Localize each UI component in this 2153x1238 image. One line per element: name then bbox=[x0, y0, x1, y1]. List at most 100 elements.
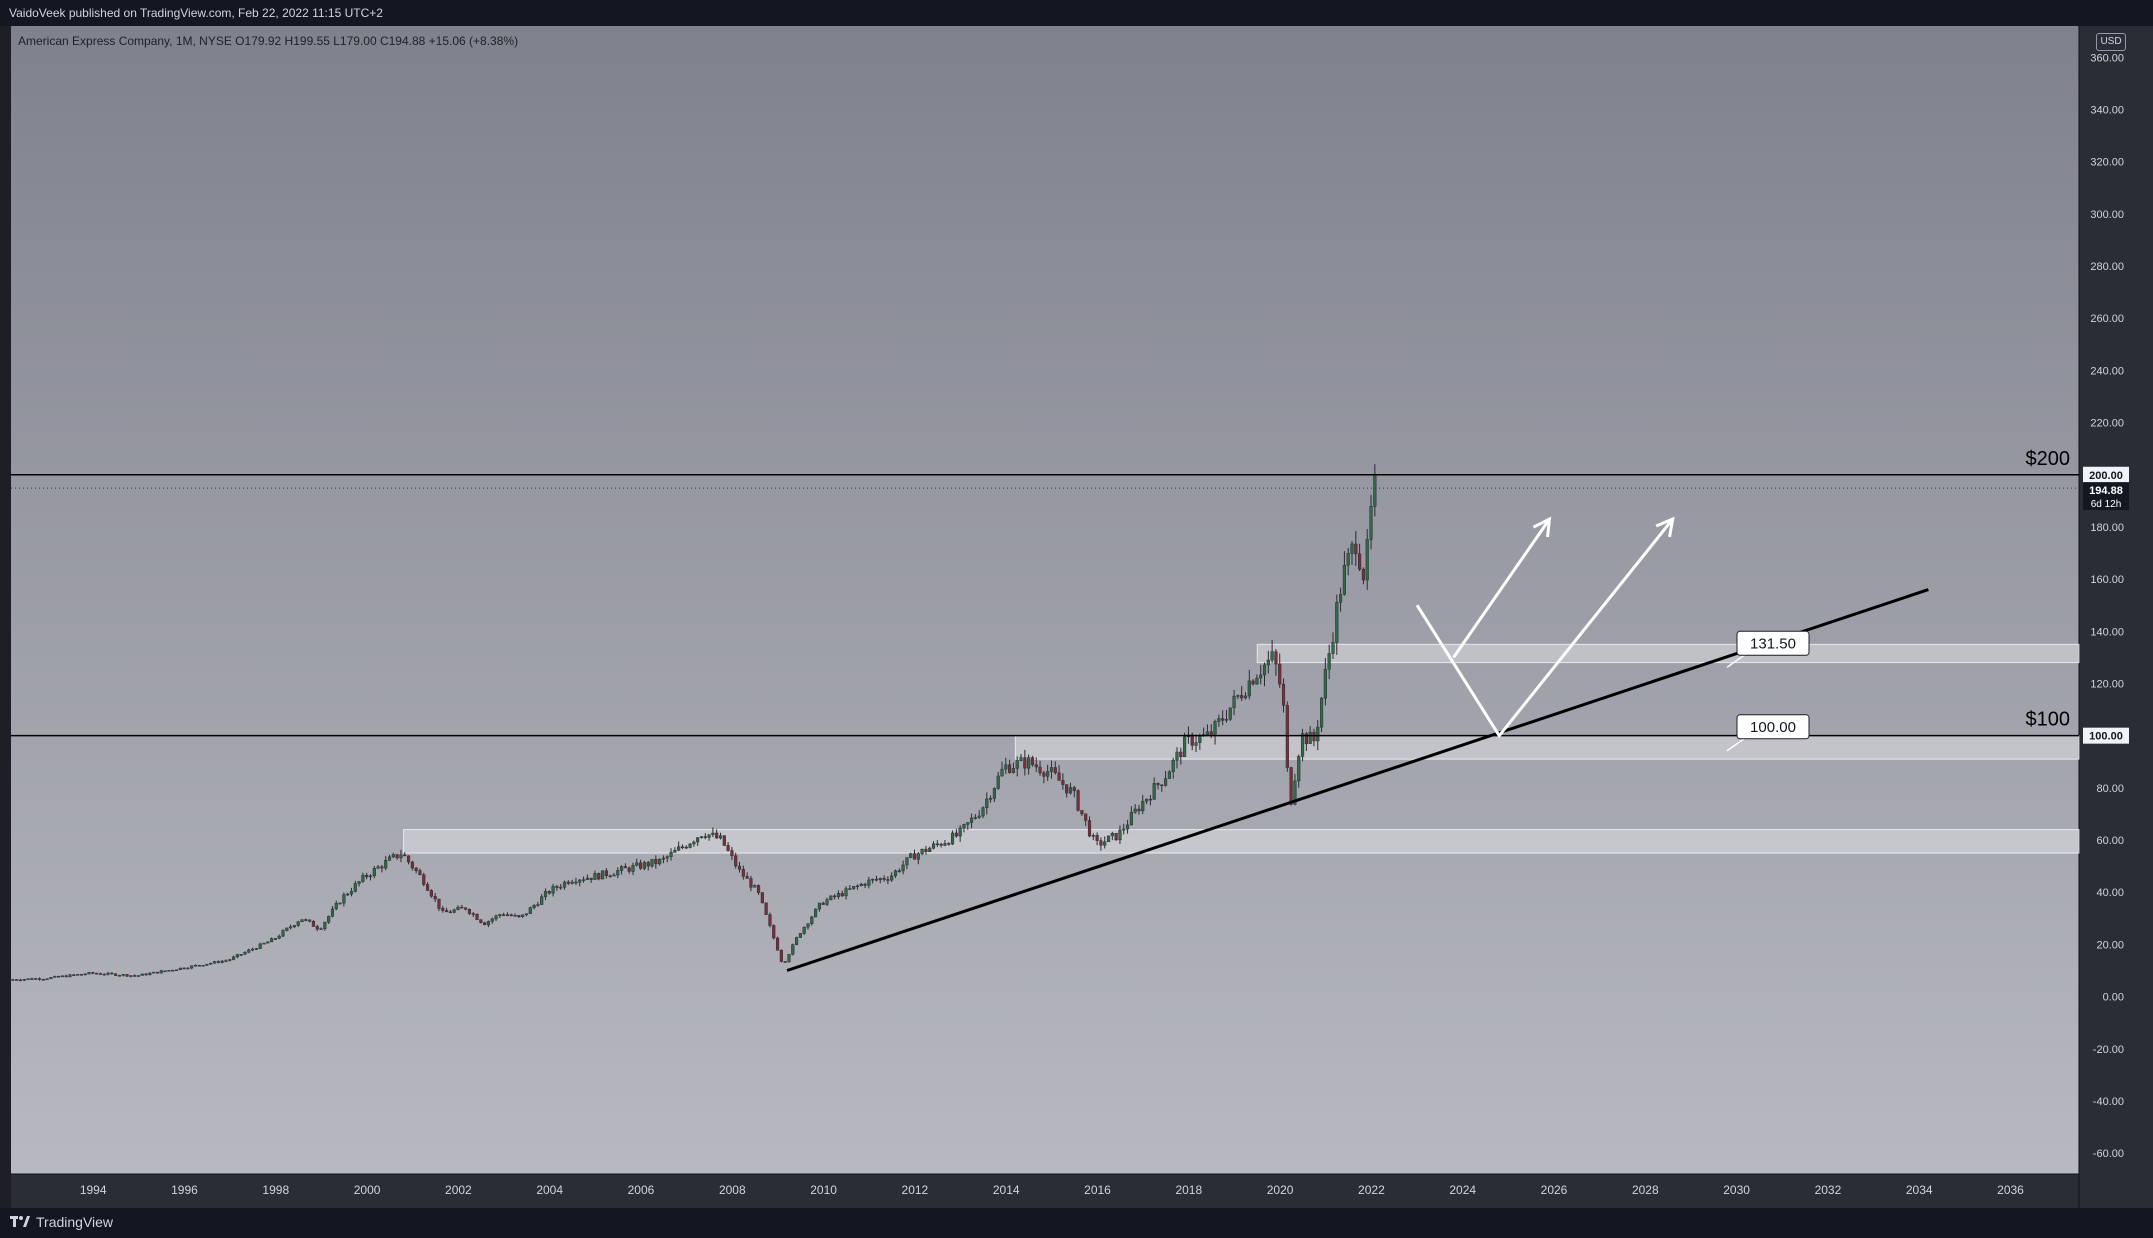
candle-body bbox=[597, 873, 601, 880]
candle-body bbox=[281, 930, 285, 937]
candle-body bbox=[250, 948, 255, 951]
candle-body bbox=[414, 867, 418, 871]
candle-body bbox=[1141, 800, 1145, 812]
candle-body bbox=[121, 974, 125, 976]
candle-body bbox=[1011, 768, 1016, 773]
candle-body bbox=[494, 915, 498, 920]
tradingview-logo[interactable]: TradingView bbox=[10, 1214, 113, 1230]
candle-body bbox=[464, 907, 468, 910]
candle-body bbox=[1125, 824, 1130, 830]
candle-body bbox=[1068, 787, 1073, 794]
candle-body bbox=[1293, 780, 1297, 805]
candle-body bbox=[1297, 756, 1301, 782]
candle-body bbox=[129, 975, 133, 977]
symbol-info-line: American Express Company, 1M, NYSE O179.… bbox=[18, 34, 518, 48]
candle-body bbox=[1000, 768, 1004, 777]
candle-body bbox=[1350, 543, 1354, 554]
candle-body bbox=[521, 914, 525, 917]
candle-body bbox=[540, 896, 544, 905]
candle-body bbox=[1118, 829, 1122, 841]
candle-body bbox=[1323, 668, 1327, 699]
candle-body bbox=[517, 915, 521, 917]
candle-body bbox=[209, 962, 213, 965]
candle-body bbox=[483, 922, 487, 926]
y-tick-label: 160.00 bbox=[2090, 574, 2124, 586]
candle-body bbox=[346, 893, 350, 896]
candle-body bbox=[1080, 810, 1084, 815]
candle-body bbox=[277, 935, 281, 939]
candles-layer bbox=[11, 464, 1377, 982]
candle-body bbox=[1365, 539, 1369, 581]
candle-body bbox=[867, 879, 871, 886]
tradingview-logo-text: TradingView bbox=[36, 1214, 114, 1230]
price-chart[interactable]: American Express Company, 1M, NYSE O179.… bbox=[0, 26, 2153, 1208]
callout-label: 131.50 bbox=[1750, 635, 1796, 652]
candle-body bbox=[1232, 695, 1236, 709]
candle-body bbox=[692, 841, 696, 845]
candle-body bbox=[1198, 735, 1202, 743]
candle-body bbox=[163, 970, 167, 973]
currency-badge[interactable]: USD bbox=[2096, 33, 2126, 51]
candle-body bbox=[1122, 828, 1126, 831]
candle-body bbox=[874, 878, 879, 881]
projection-arrow bbox=[1452, 518, 1551, 659]
callout-label: 100.00 bbox=[1750, 719, 1796, 736]
candle-body bbox=[231, 956, 236, 960]
candle-body bbox=[68, 974, 72, 978]
candle-body bbox=[1274, 651, 1278, 665]
candle-body bbox=[985, 798, 989, 808]
candle-body bbox=[764, 902, 768, 915]
y-tick-label: 180.00 bbox=[2090, 522, 2124, 534]
candle-body bbox=[1327, 653, 1331, 670]
candle-body bbox=[726, 845, 730, 851]
candle-body bbox=[1167, 771, 1171, 779]
candle-body bbox=[673, 850, 677, 853]
candle-body bbox=[620, 866, 624, 871]
candle-body bbox=[1084, 813, 1088, 821]
candle-body bbox=[566, 881, 570, 884]
candle-body bbox=[262, 942, 266, 945]
candle-body bbox=[992, 788, 996, 799]
candle-body bbox=[574, 881, 578, 884]
y-tick-label: 260.00 bbox=[2090, 313, 2124, 325]
candle-body bbox=[91, 972, 95, 974]
candle-body bbox=[897, 870, 901, 872]
callout-box bbox=[1736, 630, 1810, 656]
candle-body bbox=[745, 876, 749, 879]
candle-body bbox=[890, 875, 894, 881]
candle-body bbox=[912, 853, 917, 860]
candle-body bbox=[931, 843, 936, 849]
last-price-badge bbox=[2083, 482, 2129, 511]
y-tick-label: 280.00 bbox=[2090, 261, 2124, 273]
candle-body bbox=[490, 918, 494, 922]
candle-body bbox=[1179, 751, 1183, 758]
candle-body bbox=[1076, 790, 1080, 811]
candle-body bbox=[1259, 674, 1263, 679]
candle-body bbox=[924, 848, 928, 852]
candle-body bbox=[220, 960, 224, 963]
candle-body bbox=[623, 866, 627, 869]
candle-body bbox=[372, 868, 376, 877]
candle-body bbox=[448, 911, 452, 914]
candle-body bbox=[1224, 719, 1229, 721]
y-tick-label: 40.00 bbox=[2096, 887, 2124, 899]
candle-body bbox=[475, 913, 479, 920]
projection-arrow-head bbox=[1532, 516, 1552, 538]
candle-body bbox=[41, 978, 45, 981]
candle-body bbox=[1038, 766, 1042, 774]
x-tick-label: 2020 bbox=[1267, 1183, 1294, 1197]
candle-body bbox=[658, 858, 662, 865]
candle-body bbox=[300, 919, 304, 923]
candle-body bbox=[1262, 664, 1267, 676]
x-tick-label: 1996 bbox=[171, 1183, 198, 1197]
candle-body bbox=[87, 972, 91, 975]
candle-body bbox=[654, 859, 658, 865]
support-zone bbox=[403, 829, 2080, 854]
candle-body bbox=[631, 865, 635, 872]
callout-box bbox=[1736, 714, 1810, 740]
candle-body bbox=[1255, 677, 1259, 685]
candle-body bbox=[79, 974, 83, 976]
candle-body bbox=[882, 878, 886, 880]
y-tick-label: 300.00 bbox=[2090, 209, 2124, 221]
candle-body bbox=[532, 905, 536, 908]
